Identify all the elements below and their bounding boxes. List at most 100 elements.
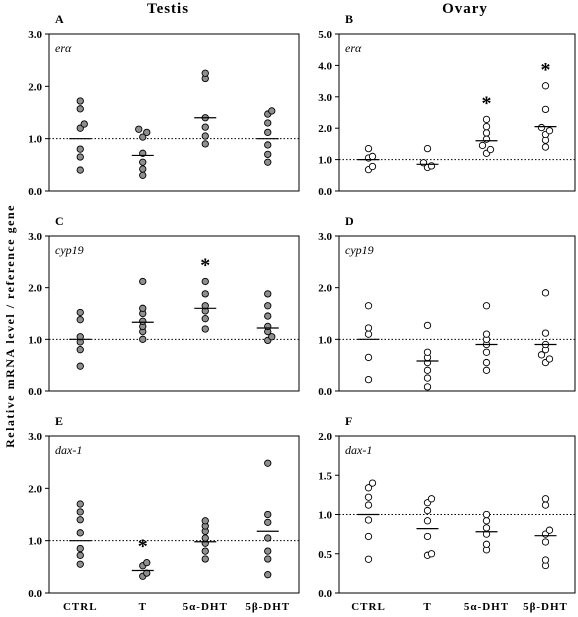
data-point bbox=[201, 69, 209, 77]
data-point bbox=[268, 333, 276, 341]
data-point bbox=[541, 501, 550, 509]
data-point bbox=[201, 325, 209, 333]
panel-d-frame bbox=[338, 235, 576, 392]
data-point bbox=[482, 302, 491, 310]
category-label: CTRL bbox=[63, 601, 98, 613]
category-label: 5β-DHT bbox=[523, 601, 568, 613]
data-point bbox=[482, 358, 491, 367]
gene-label: dax-1 bbox=[55, 443, 82, 457]
panel-letter: D bbox=[345, 214, 354, 228]
data-point bbox=[478, 141, 487, 150]
gene-label: cyp19 bbox=[345, 243, 374, 257]
data-point bbox=[76, 346, 84, 354]
significance-star: * bbox=[541, 59, 551, 81]
data-point bbox=[264, 302, 272, 310]
data-point bbox=[264, 547, 272, 555]
data-point bbox=[201, 315, 209, 323]
column-title-ovary: Ovary bbox=[442, 1, 488, 17]
data-point bbox=[482, 115, 491, 124]
panel-b-frame bbox=[338, 33, 576, 192]
data-point bbox=[264, 128, 272, 137]
data-point bbox=[423, 532, 432, 541]
data-point bbox=[541, 329, 550, 337]
data-point bbox=[482, 122, 491, 131]
data-point bbox=[364, 324, 373, 332]
data-point bbox=[364, 516, 373, 524]
data-point bbox=[264, 555, 272, 563]
data-point bbox=[201, 547, 209, 555]
data-point bbox=[76, 544, 84, 553]
y-tick-label: 3.0 bbox=[318, 92, 332, 104]
data-point bbox=[427, 162, 436, 170]
y-tick-label: 2.0 bbox=[318, 123, 332, 135]
data-point bbox=[423, 366, 432, 374]
data-point bbox=[76, 529, 84, 537]
data-point bbox=[143, 128, 151, 137]
data-point bbox=[423, 348, 432, 356]
data-point bbox=[76, 500, 84, 508]
data-point bbox=[482, 366, 491, 374]
y-tick-label: 2.0 bbox=[28, 283, 42, 295]
data-point bbox=[486, 145, 495, 154]
data-point bbox=[368, 152, 377, 161]
data-point bbox=[143, 558, 151, 567]
data-point bbox=[139, 304, 147, 312]
data-point bbox=[139, 158, 147, 166]
data-point bbox=[423, 144, 432, 153]
data-point bbox=[201, 302, 209, 310]
data-point bbox=[482, 510, 491, 519]
significance-star: * bbox=[138, 536, 148, 558]
data-point bbox=[264, 150, 272, 159]
data-point bbox=[139, 277, 147, 286]
category-labels: CTRL T 5α-DHT 5β-DHT CTRL T 5α-DHT 5β-DHT bbox=[63, 601, 568, 613]
data-point bbox=[364, 375, 373, 384]
data-point bbox=[364, 555, 373, 563]
data-point bbox=[76, 560, 84, 568]
data-point bbox=[537, 123, 546, 132]
data-point bbox=[482, 348, 491, 356]
category-label: 5β-DHT bbox=[245, 601, 290, 613]
data-point bbox=[139, 133, 147, 141]
data-point bbox=[264, 518, 272, 526]
y-tick-label: 1.0 bbox=[28, 536, 42, 548]
data-point bbox=[201, 555, 209, 563]
y-tick-label: 3.0 bbox=[28, 29, 42, 41]
category-label: CTRL bbox=[351, 601, 386, 613]
data-point bbox=[419, 159, 428, 167]
data-point bbox=[482, 330, 491, 338]
panel-e-frame bbox=[48, 435, 300, 594]
y-tick-label: 3.0 bbox=[28, 431, 42, 443]
data-point bbox=[264, 459, 272, 467]
data-point bbox=[201, 290, 209, 298]
data-point bbox=[201, 277, 209, 286]
y-tick-label: 1.0 bbox=[318, 334, 332, 346]
data-point bbox=[364, 532, 373, 541]
panel-a-frame bbox=[48, 33, 300, 192]
column-title-testis: Testis bbox=[147, 1, 189, 17]
data-point bbox=[264, 312, 272, 320]
data-point bbox=[541, 105, 550, 114]
gene-label: dax-1 bbox=[345, 443, 372, 457]
data-point bbox=[201, 517, 209, 525]
y-tick-label: 0.0 bbox=[28, 588, 42, 600]
data-point bbox=[135, 125, 143, 133]
data-point bbox=[482, 135, 491, 143]
y-tick-label: 1.0 bbox=[318, 510, 332, 522]
data-point bbox=[264, 534, 272, 542]
data-point bbox=[423, 383, 432, 391]
gene-label: cyp19 bbox=[55, 243, 84, 257]
category-label: T bbox=[423, 601, 431, 613]
data-point bbox=[541, 143, 550, 151]
data-point bbox=[139, 165, 147, 173]
y-tick-label: 1.0 bbox=[318, 155, 332, 167]
data-point bbox=[139, 317, 147, 325]
significance-star: * bbox=[200, 254, 210, 276]
data-point bbox=[268, 107, 276, 115]
data-point bbox=[541, 556, 550, 564]
data-point bbox=[76, 308, 84, 317]
